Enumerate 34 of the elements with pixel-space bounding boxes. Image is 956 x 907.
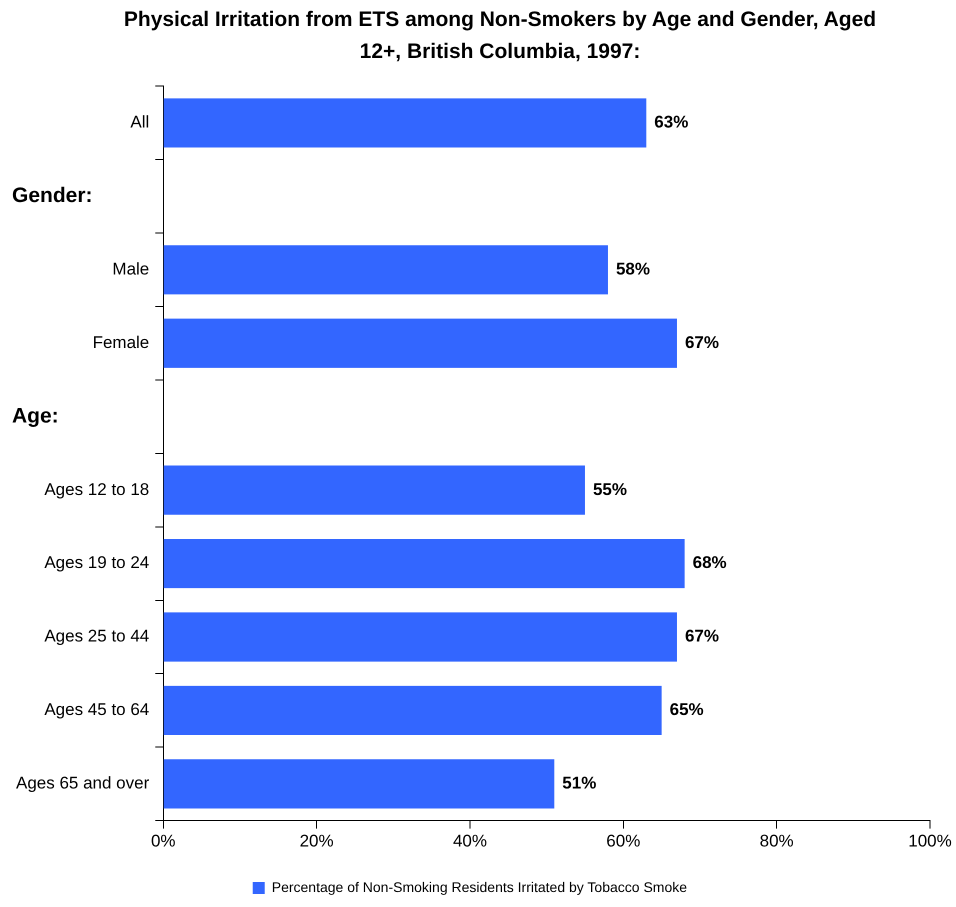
data-label: 67%	[684, 332, 720, 352]
legend-label: Percentage of Non-Smoking Residents Irritated by Tobacco Smoke	[272, 878, 688, 895]
bar	[164, 538, 685, 588]
y-tick-label: Ages 45 to 64	[44, 700, 150, 720]
bar	[164, 318, 677, 368]
y-tick-label: Ages 65 and over	[16, 774, 150, 793]
bar	[164, 612, 677, 662]
text: Gender:	[12, 184, 93, 208]
bar	[164, 245, 608, 294]
bar	[164, 98, 646, 148]
data-label: 68%	[692, 553, 727, 572]
y-tick-label: Ages 12 to 18	[44, 480, 150, 499]
x-tick-label: 60%	[606, 831, 640, 850]
data-label: 55%	[592, 480, 627, 499]
x-tick-label: 0%	[150, 831, 176, 850]
y-tick-label: Male	[112, 259, 150, 278]
data-label: 63%	[654, 112, 688, 132]
data-label: 58%	[616, 259, 650, 278]
y-tick-label: All	[130, 112, 150, 132]
x-tick-label: 40%	[452, 831, 487, 850]
x-tick-label: 20%	[300, 831, 334, 850]
x-tick-label: 80%	[760, 831, 794, 850]
y-tick-label: Ages 25 to 44	[44, 626, 150, 646]
y-tick-label: Female	[92, 332, 150, 352]
y-tick-label: Ages 19 to 24	[44, 553, 150, 572]
data-label: 51%	[562, 774, 596, 793]
bar	[164, 466, 585, 515]
text: Age:	[12, 404, 59, 428]
x-tick-label: 100%	[908, 831, 952, 850]
data-label: 67%	[684, 626, 720, 646]
bar	[164, 686, 662, 736]
data-label: 65%	[670, 700, 704, 720]
chart-title: Physical Irritation from ETS among Non-Smokers by Age and Gender, Aged 12+, British Columbia, 1997:	[122, 7, 878, 65]
bar	[164, 759, 554, 808]
